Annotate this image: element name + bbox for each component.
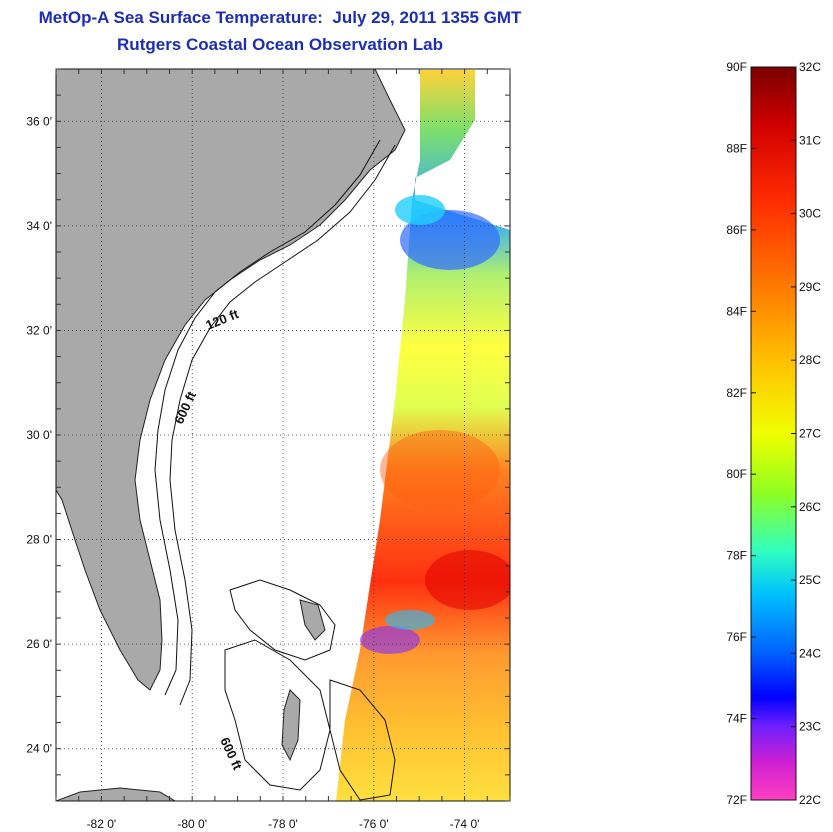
contour-label-120ft: 120 ft — [204, 306, 242, 333]
colorbar-c-label: 30C — [799, 207, 821, 221]
lat-tick-label: 26 0' — [26, 637, 52, 651]
lon-tick-label: -74 0' — [450, 817, 480, 831]
contour-bahamas — [229, 579, 336, 661]
colorbar-c-label: 28C — [799, 353, 821, 367]
land-bahamas — [299, 599, 326, 641]
colorbar-f-label: 78F — [726, 549, 747, 563]
colorbar-f-label: 72F — [726, 793, 747, 807]
lon-tick-label: -78 0' — [268, 817, 298, 831]
lat-tick-label: 30 0' — [26, 428, 52, 442]
map-subtitle: Rutgers Coastal Ocean Observation Lab — [117, 35, 443, 54]
contour-label-600ft: 600 ft — [171, 389, 199, 427]
lon-tick-label: -82 0' — [87, 817, 117, 831]
lon-tick-label: -80 0' — [177, 817, 207, 831]
colorbar-f-label: 80F — [726, 467, 747, 481]
warm-patch — [380, 430, 500, 510]
lat-tick-label: 34 0' — [26, 219, 52, 233]
colorbar-f-label: 86F — [726, 223, 747, 237]
lat-tick-label: 36 0' — [26, 114, 52, 128]
colorbar-c-label: 23C — [799, 720, 821, 734]
lat-tick-label: 28 0' — [26, 533, 52, 547]
colorbar-f-label: 74F — [726, 712, 747, 726]
colorbar-f-label: 84F — [726, 304, 747, 318]
land-mainland — [56, 69, 406, 691]
colorbar-c-label: 25C — [799, 573, 821, 587]
colorbar-c-label: 26C — [799, 500, 821, 514]
colorbar-gradient — [750, 66, 797, 801]
map-title: MetOp-A Sea Surface Temperature: July 29… — [38, 8, 522, 27]
sst-map: -82 0' -80 0' -78 0' -76 0' -74 0' 36 0' 34 0'… — [26, 68, 511, 831]
colorbar-f-label: 76F — [726, 630, 747, 644]
contour-bahamas — [224, 639, 331, 791]
land-bahamas — [281, 689, 301, 762]
lat-tick-label: 32 0' — [26, 323, 52, 337]
warm-core — [425, 550, 510, 610]
cool-patch — [360, 626, 420, 654]
colorbar-f-label: 82F — [726, 386, 747, 400]
axis-ticks: -82 0' -80 0' -78 0' -76 0' -74 0' 36 0' 34 0'… — [26, 68, 511, 831]
colorbar-celsius-labels: 32C 31C 30C 29C 28C 27C 26C 25C 24C 23C 22C — [791, 60, 821, 807]
cool-patch — [395, 195, 445, 225]
colorbar-c-label: 31C — [799, 133, 821, 147]
contour-bahamas — [329, 679, 396, 801]
colorbar-c-label: 29C — [799, 280, 821, 294]
cool-patch — [400, 210, 500, 270]
temperature-colorbar: 90F 88F 86F 84F 82F 80F 78F 76F 74F 72F 32C 31C 30C… — [726, 60, 821, 807]
contour-120ft — [154, 139, 381, 696]
colorbar-c-label: 27C — [799, 427, 821, 441]
colorbar-c-label: 24C — [799, 646, 821, 660]
lon-tick-label: -76 0' — [359, 817, 389, 831]
colorbar-c-label: 32C — [799, 60, 821, 74]
lat-tick-label: 24 0' — [26, 742, 52, 756]
contour-600ft — [169, 144, 396, 706]
colorbar-c-label: 22C — [799, 793, 821, 807]
colorbar-f-label: 88F — [726, 141, 747, 155]
land-cuba — [56, 787, 176, 801]
cool-patch — [385, 610, 435, 630]
colorbar-fahrenheit-labels: 90F 88F 86F 84F 82F 80F 78F 76F 74F 72F — [726, 60, 756, 807]
colorbar-f-label: 90F — [726, 60, 747, 74]
contour-label-600ft-south: 600 ft — [217, 735, 245, 773]
